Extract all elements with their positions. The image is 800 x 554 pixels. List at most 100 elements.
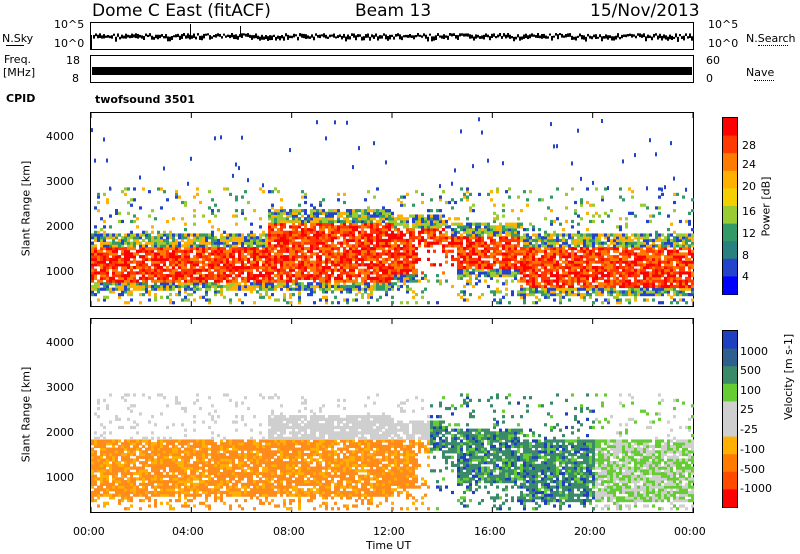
- velocity-cell: [91, 474, 94, 478]
- velocity-cell: [145, 455, 148, 459]
- velocity-cell: [256, 450, 259, 454]
- velocity-cell: [364, 474, 367, 478]
- velocity-cell: [217, 485, 220, 489]
- velocity-cell: [199, 455, 202, 459]
- velocity-cell: [241, 401, 244, 405]
- velocity-cell: [286, 466, 289, 470]
- power-cell: [277, 274, 280, 278]
- velocity-cell: [235, 447, 238, 451]
- power-cell: [199, 252, 202, 256]
- velocity-cell: [208, 480, 211, 484]
- velocity-cell: [106, 485, 109, 489]
- power-cell: [109, 265, 112, 270]
- velocity-cell: [205, 450, 208, 454]
- power-cell: [145, 241, 148, 245]
- power-cell: [199, 260, 202, 264]
- velocity-cell: [208, 412, 211, 416]
- velocity-cell: [121, 477, 124, 481]
- velocity-cell: [256, 458, 259, 462]
- velocity-cell: [358, 496, 361, 500]
- power-cell: [244, 217, 247, 221]
- velocity-cell: [355, 415, 358, 419]
- power-cell: [169, 268, 172, 272]
- velocity-cell: [301, 442, 304, 446]
- power-cell: [175, 241, 178, 245]
- velocity-cell: [253, 490, 256, 495]
- nsearch-underline: [758, 45, 788, 46]
- power-cell: [244, 279, 247, 283]
- velocity-cb-tick-m1000: -1000: [740, 482, 772, 495]
- power-cell: [94, 271, 97, 275]
- power-cell: [271, 211, 274, 215]
- power-cell: [133, 246, 136, 251]
- velocity-cell: [262, 493, 265, 497]
- nsky-trace: [543, 33, 545, 39]
- power-cell: [235, 265, 238, 270]
- power-cell: [127, 246, 130, 251]
- power-cell: [307, 246, 310, 251]
- nsky-trace: [645, 36, 647, 42]
- velocity-cell: [208, 396, 211, 400]
- power-cell: [124, 260, 127, 264]
- velocity-cell: [130, 404, 133, 408]
- power-cell: [136, 249, 139, 253]
- velocity-cell: [250, 442, 253, 446]
- velocity-cell: [352, 480, 355, 484]
- power-cell: [199, 244, 202, 248]
- power-cell: [292, 255, 295, 259]
- power-cell: [202, 263, 205, 267]
- power-cell: [148, 268, 151, 272]
- power-cell: [217, 276, 220, 280]
- velocity-cell: [370, 466, 373, 470]
- velocity-cell: [106, 447, 109, 451]
- power-cell: [331, 271, 334, 275]
- velocity-cell: [250, 482, 253, 486]
- nsky-trace: [169, 36, 171, 42]
- velocity-cell: [148, 474, 151, 478]
- power-cell: [124, 233, 127, 237]
- power-cell: [316, 222, 319, 226]
- power-cell: [184, 263, 187, 267]
- velocity-cell: [196, 493, 199, 497]
- power-cell: [367, 225, 370, 229]
- velocity-cell: [235, 401, 238, 405]
- power-cell: [310, 222, 313, 226]
- power-cell: [235, 162, 237, 167]
- power-cell: [229, 274, 232, 278]
- power-cell: [190, 249, 193, 253]
- power-cell: [94, 260, 97, 264]
- power-cell: [352, 271, 355, 275]
- nsky-trace: [179, 35, 181, 40]
- power-cell: [280, 233, 283, 237]
- power-cell: [115, 284, 118, 289]
- velocity-cell: [325, 482, 328, 486]
- velocity-cell: [130, 490, 133, 495]
- power-cell: [241, 263, 244, 267]
- velocity-cell: [94, 431, 97, 435]
- velocity-cell: [277, 434, 280, 438]
- velocity-cell: [145, 463, 148, 467]
- nsky-trace: [273, 34, 275, 37]
- power-cell: [337, 228, 340, 232]
- velocity-cell: [307, 477, 310, 481]
- power-cell: [343, 236, 346, 240]
- velocity-cell: [313, 417, 316, 421]
- power-cell: [316, 263, 319, 267]
- power-cell: [214, 241, 217, 245]
- velocity-cell: [121, 488, 124, 492]
- velocity-cell: [253, 442, 256, 446]
- velocity-cell: [313, 444, 316, 449]
- power-cell: [301, 255, 304, 259]
- velocity-cell: [142, 477, 145, 481]
- velocity-cell: [190, 485, 193, 489]
- power-cell: [304, 268, 307, 272]
- power-cell: [124, 249, 127, 253]
- velocity-cell: [307, 423, 310, 427]
- power-cell: [352, 244, 355, 248]
- power-cell: [370, 295, 373, 299]
- power-cell: [334, 246, 337, 251]
- velocity-cell: [145, 469, 148, 473]
- velocity-cell: [322, 490, 325, 495]
- power-cell: [172, 282, 175, 286]
- power-cell: [301, 195, 304, 199]
